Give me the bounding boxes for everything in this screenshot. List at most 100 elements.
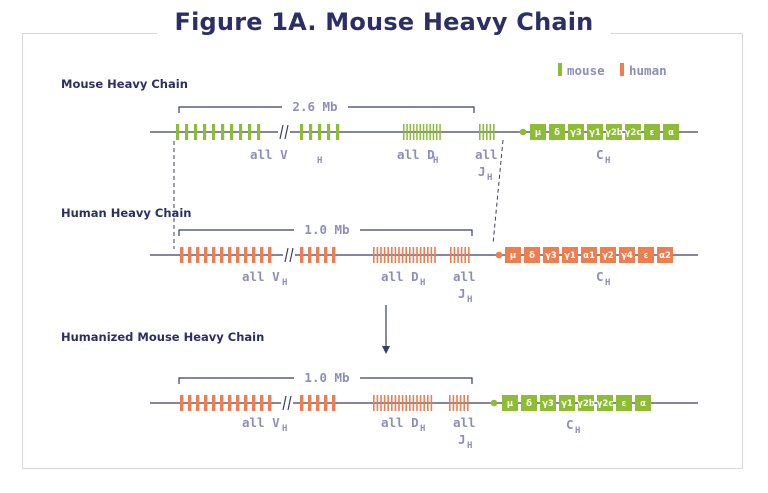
v-label: all V xyxy=(242,415,280,430)
constant-segment xyxy=(600,247,616,263)
section-title-humanized: Humanized Mouse Heavy Chain xyxy=(61,330,264,344)
gene-segment xyxy=(449,395,451,411)
gene-segment xyxy=(459,395,462,411)
constant-segment-label: γ1 xyxy=(589,128,601,138)
gene-segment xyxy=(427,395,429,411)
constant-segment-label: γ3 xyxy=(545,251,557,261)
constant-segment xyxy=(524,247,540,263)
gene-segment xyxy=(176,124,180,140)
c-label: C xyxy=(566,417,574,432)
v-label-sub: H xyxy=(317,156,322,166)
gene-segment xyxy=(486,124,488,140)
gene-segment xyxy=(434,247,436,263)
gene-segment xyxy=(236,247,240,263)
constant-segment-label: γ4 xyxy=(621,251,633,261)
gene-segment xyxy=(204,247,208,263)
constant-segment-label: γ2c xyxy=(597,399,614,409)
constant-segment xyxy=(568,124,584,140)
constant-segment xyxy=(625,124,641,140)
gene-segment xyxy=(383,247,386,263)
gene-segment xyxy=(212,247,216,263)
v-genes xyxy=(180,395,336,411)
legend-human-label: human xyxy=(629,63,667,78)
gene-segment xyxy=(416,124,418,140)
gene-segment xyxy=(336,124,340,140)
v-label-sub: H xyxy=(282,424,287,434)
constant-segment xyxy=(543,247,559,263)
constant-segment xyxy=(549,124,565,140)
c-label-sub: H xyxy=(605,278,610,288)
constant-segment-label: α xyxy=(640,399,646,409)
gene-segment xyxy=(419,247,422,263)
gene-segment xyxy=(300,247,304,263)
constant-segment-label: α2 xyxy=(659,251,671,261)
gene-segment xyxy=(409,247,411,263)
constant-segment-label: γ2 xyxy=(602,251,614,261)
gene-segment xyxy=(185,124,189,140)
size-label: 1.0 Mb xyxy=(304,370,349,385)
constant-segment xyxy=(559,395,575,411)
gene-segment xyxy=(260,247,264,263)
legend-human-swatch xyxy=(620,63,624,76)
d-label: all D xyxy=(381,415,419,430)
gene-segment xyxy=(387,247,389,263)
gene-segment xyxy=(419,124,421,140)
gene-segment xyxy=(308,247,312,263)
gene-segment xyxy=(405,395,407,411)
replacement-boundary-right xyxy=(492,139,504,245)
gene-segment xyxy=(204,395,208,411)
gene-segment xyxy=(252,247,256,263)
d-label-sub: H xyxy=(433,156,438,166)
gene-segment xyxy=(316,395,320,411)
v-genes xyxy=(176,124,340,140)
gene-segment xyxy=(248,124,252,140)
j-label-sub: H xyxy=(487,173,492,183)
gene-segment xyxy=(419,395,422,411)
gene-segment xyxy=(327,124,331,140)
c-label: C xyxy=(596,147,604,162)
gene-segment xyxy=(432,124,435,140)
gene-segment xyxy=(316,247,320,263)
gene-segment xyxy=(376,247,379,263)
v-label-sub: H xyxy=(282,278,287,288)
gene-segment xyxy=(482,124,485,140)
constant-segment xyxy=(562,247,578,263)
gene-segment xyxy=(394,395,397,411)
constant-segment xyxy=(663,124,679,140)
constant-region: μ δ γ3 γ1 α1 γ2 γ4 ε α2 xyxy=(505,247,673,263)
v-label: all V xyxy=(242,269,280,284)
constant-segment xyxy=(505,247,521,263)
gene-segment xyxy=(212,124,216,140)
gene-segment xyxy=(427,247,429,263)
gene-segment xyxy=(401,247,404,263)
constant-segment xyxy=(530,124,546,140)
gene-segment xyxy=(220,247,224,263)
gene-segment xyxy=(230,124,234,140)
j-genes xyxy=(449,395,469,411)
d-genes xyxy=(373,395,433,411)
constant-segment xyxy=(644,124,660,140)
constant-segment xyxy=(597,395,613,411)
break-mark xyxy=(283,246,295,264)
d-label-sub: H xyxy=(420,278,425,288)
gene-segment xyxy=(324,247,328,263)
gene-segment xyxy=(373,247,375,263)
gene-segment xyxy=(324,395,328,411)
gene-segment xyxy=(318,124,322,140)
switch-junction xyxy=(490,399,498,407)
gene-segment xyxy=(401,395,404,411)
gene-segment xyxy=(180,395,184,411)
j-label-j: J xyxy=(458,286,466,301)
break-mark xyxy=(281,394,293,412)
switch-junction xyxy=(519,128,527,136)
gene-segment xyxy=(430,247,433,263)
constant-segment-label: δ xyxy=(526,399,532,409)
legend-mouse-label: mouse xyxy=(567,63,605,78)
j-label-sub: H xyxy=(467,295,472,305)
constant-segment-label: α1 xyxy=(583,251,595,261)
gene-segment xyxy=(391,247,393,263)
v-genes xyxy=(180,247,336,263)
size-label: 2.6 Mb xyxy=(292,99,337,114)
gene-segment xyxy=(220,395,224,411)
gene-segment xyxy=(398,247,400,263)
